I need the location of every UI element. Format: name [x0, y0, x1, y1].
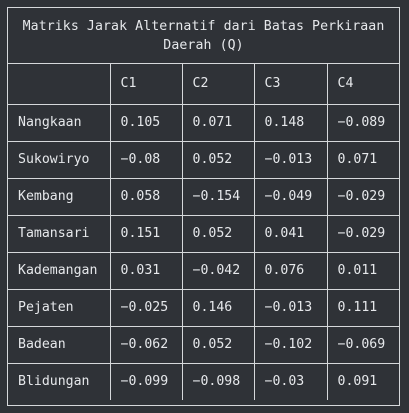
header-cell-c4: C4	[327, 64, 399, 104]
row-label: Tamansari	[8, 215, 110, 252]
cell-value: −0.102	[254, 326, 327, 363]
cell-value: 0.011	[327, 252, 399, 289]
cell-value: 0.071	[182, 104, 254, 141]
table-row: Blidungan −0.099 −0.098 −0.03 0.091	[8, 363, 399, 400]
row-label: Kembang	[8, 178, 110, 215]
row-label: Sukowiryo	[8, 141, 110, 178]
table-row: Pejaten −0.025 0.146 −0.013 0.111	[8, 289, 399, 326]
header-cell-corner	[8, 64, 110, 104]
row-label: Nangkaan	[8, 104, 110, 141]
cell-value: 0.052	[182, 215, 254, 252]
cell-value: −0.029	[327, 178, 399, 215]
cell-value: −0.029	[327, 215, 399, 252]
cell-value: 0.041	[254, 215, 327, 252]
cell-value: 0.076	[254, 252, 327, 289]
cell-value: −0.042	[182, 252, 254, 289]
cell-value: 0.146	[182, 289, 254, 326]
header-cell-c3: C3	[254, 64, 327, 104]
cell-value: −0.069	[327, 326, 399, 363]
cell-value: −0.098	[182, 363, 254, 400]
cell-value: 0.031	[110, 252, 182, 289]
cell-value: −0.154	[182, 178, 254, 215]
cell-value: −0.089	[327, 104, 399, 141]
distance-matrix-table: C1 C2 C3 C4 Nangkaan 0.105 0.071 0.148 −…	[8, 64, 399, 400]
header-row: C1 C2 C3 C4	[8, 64, 399, 104]
row-label: Kademangan	[8, 252, 110, 289]
cell-value: −0.049	[254, 178, 327, 215]
cell-value: 0.151	[110, 215, 182, 252]
table-row: Badean −0.062 0.052 −0.102 −0.069	[8, 326, 399, 363]
cell-value: −0.08	[110, 141, 182, 178]
cell-value: 0.071	[327, 141, 399, 178]
cell-value: 0.105	[110, 104, 182, 141]
row-label: Pejaten	[8, 289, 110, 326]
cell-value: 0.111	[327, 289, 399, 326]
table-row: Sukowiryo −0.08 0.052 −0.013 0.071	[8, 141, 399, 178]
cell-value: −0.062	[110, 326, 182, 363]
cell-value: −0.025	[110, 289, 182, 326]
cell-value: −0.03	[254, 363, 327, 400]
cell-value: 0.052	[182, 141, 254, 178]
table-row: Kembang 0.058 −0.154 −0.049 −0.029	[8, 178, 399, 215]
table-title: Matriks Jarak Alternatif dari Batas Perk…	[8, 8, 399, 64]
matrix-table-panel: Matriks Jarak Alternatif dari Batas Perk…	[7, 7, 400, 406]
cell-value: −0.013	[254, 289, 327, 326]
table-row: Nangkaan 0.105 0.071 0.148 −0.089	[8, 104, 399, 141]
header-cell-c1: C1	[110, 64, 182, 104]
cell-value: 0.091	[327, 363, 399, 400]
cell-value: 0.058	[110, 178, 182, 215]
header-cell-c2: C2	[182, 64, 254, 104]
cell-value: −0.099	[110, 363, 182, 400]
row-label: Badean	[8, 326, 110, 363]
row-label: Blidungan	[8, 363, 110, 400]
cell-value: 0.148	[254, 104, 327, 141]
table-row: Kademangan 0.031 −0.042 0.076 0.011	[8, 252, 399, 289]
cell-value: 0.052	[182, 326, 254, 363]
cell-value: −0.013	[254, 141, 327, 178]
table-row: Tamansari 0.151 0.052 0.041 −0.029	[8, 215, 399, 252]
